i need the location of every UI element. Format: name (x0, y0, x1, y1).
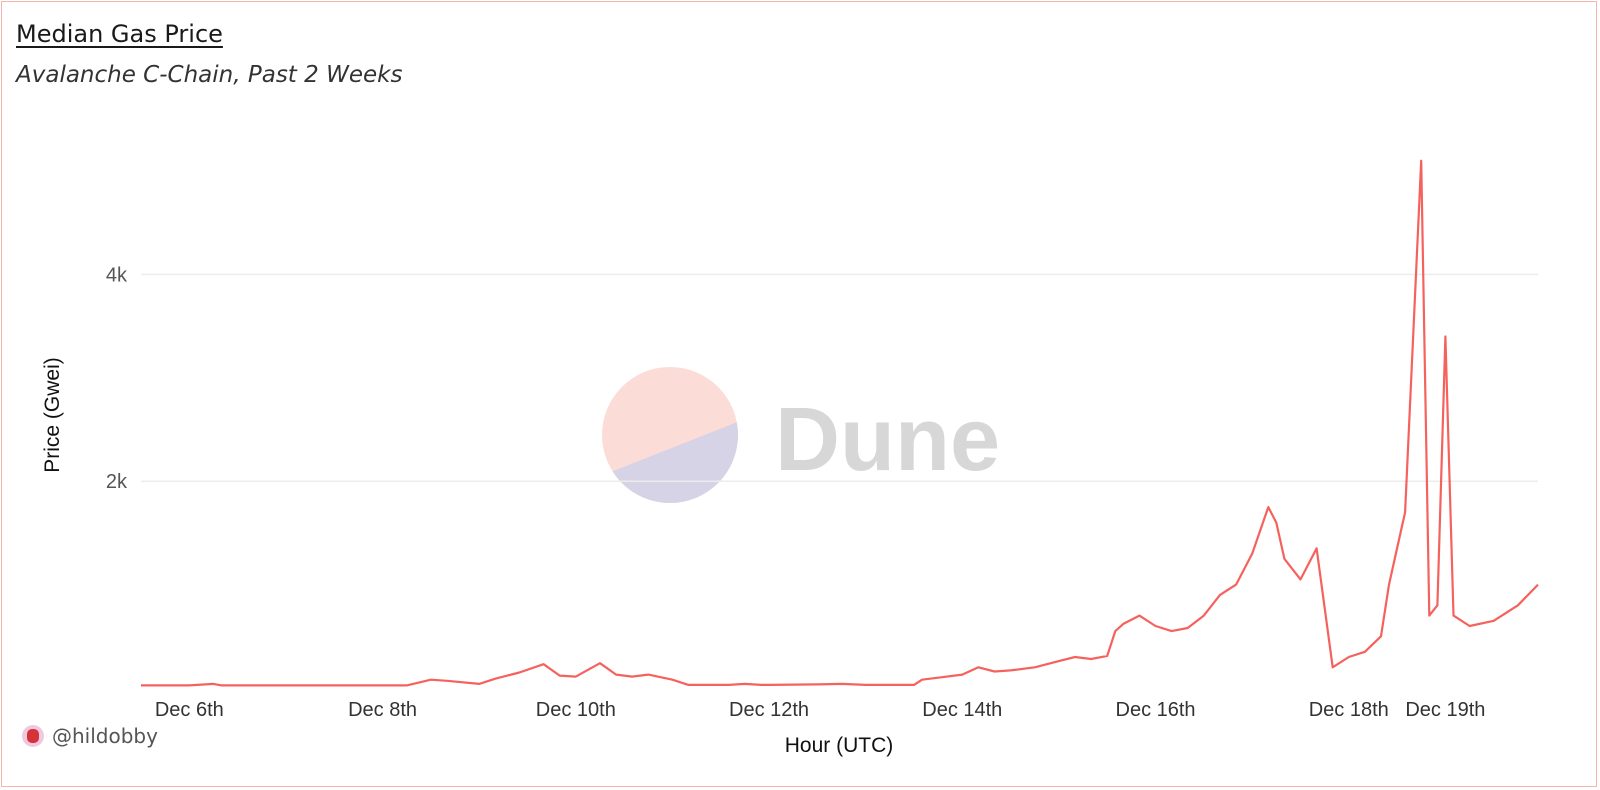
data-point[interactable] (645, 672, 651, 678)
author-credit[interactable]: @hildobby (22, 724, 158, 748)
data-point[interactable] (1008, 667, 1014, 673)
data-point[interactable] (1281, 556, 1287, 562)
data-point[interactable] (1032, 664, 1038, 670)
data-point[interactable] (1233, 582, 1239, 588)
data-point[interactable] (1378, 633, 1384, 639)
data-point[interactable] (1314, 545, 1320, 551)
x-axis-ticks: Dec 6th Dec 8th Dec 10th Dec 12th Dec 14th De… (155, 699, 1486, 721)
data-point[interactable] (726, 682, 732, 688)
y-tick-label: 2k (106, 471, 128, 493)
data-point[interactable] (1467, 623, 1473, 629)
data-point[interactable] (1535, 582, 1541, 588)
y-gridlines (141, 273, 1538, 482)
x-tick-label: Dec 6th (155, 699, 224, 721)
data-point[interactable] (919, 677, 925, 683)
author-handle: @hildobby (52, 724, 158, 748)
dune-watermark: Dune (602, 367, 1000, 504)
data-point[interactable] (669, 677, 675, 683)
data-point[interactable] (1104, 653, 1110, 659)
data-point[interactable] (911, 682, 917, 688)
data-point[interactable] (863, 682, 869, 688)
data-point[interactable] (613, 672, 619, 678)
x-tick-label: Dec 14th (922, 699, 1002, 721)
data-point[interactable] (1515, 602, 1521, 608)
data-point[interactable] (1120, 621, 1126, 627)
x-tick-label: Dec 12th (729, 699, 809, 721)
data-point[interactable] (541, 661, 547, 667)
data-point[interactable] (404, 682, 410, 688)
data-point[interactable] (283, 682, 289, 688)
data-point[interactable] (1056, 658, 1062, 664)
x-tick-label: Dec 19th (1405, 699, 1485, 721)
y-axis-label: Price (Gwei) (41, 357, 64, 473)
data-point[interactable] (1088, 656, 1094, 662)
data-point[interactable] (686, 682, 692, 688)
avatar (22, 725, 44, 747)
data-point[interactable] (1072, 654, 1078, 660)
data-point[interactable] (597, 660, 603, 666)
x-tick-label: Dec 10th (536, 699, 616, 721)
data-point[interactable] (839, 681, 845, 687)
data-point[interactable] (1201, 613, 1207, 619)
data-point[interactable] (629, 674, 635, 680)
data-point[interactable] (428, 677, 434, 683)
data-point[interactable] (766, 682, 772, 688)
data-point[interactable] (1217, 592, 1223, 598)
data-point[interactable] (959, 672, 965, 678)
data-point[interactable] (758, 682, 764, 688)
data-point[interactable] (935, 675, 941, 681)
chart-title[interactable]: Median Gas Price (16, 20, 223, 48)
data-point[interactable] (887, 682, 893, 688)
data-point[interactable] (186, 682, 192, 688)
y-tick-label: 4k (106, 264, 128, 286)
x-axis-label: Hour (UTC) (785, 734, 894, 757)
x-tick-label: Dec 16th (1116, 699, 1196, 721)
data-point[interactable] (1265, 504, 1271, 510)
data-point[interactable] (1442, 333, 1448, 339)
data-point[interactable] (138, 682, 144, 688)
data-point[interactable] (476, 681, 482, 687)
data-point[interactable] (516, 669, 522, 675)
data-point[interactable] (219, 682, 225, 688)
data-point[interactable] (1169, 628, 1175, 634)
data-point[interactable] (1450, 613, 1456, 619)
data-point[interactable] (1346, 654, 1352, 660)
data-point[interactable] (1112, 628, 1118, 634)
data-point[interactable] (1249, 551, 1255, 557)
data-point[interactable] (1153, 623, 1159, 629)
data-point[interactable] (1297, 576, 1303, 582)
data-point[interactable] (814, 681, 820, 687)
data-point[interactable] (1434, 602, 1440, 608)
series-line (141, 159, 1539, 687)
dune-logo-lower-half (612, 422, 738, 504)
chart-subtitle: Avalanche C-Chain, Past 2 Weeks (16, 62, 403, 88)
data-point[interactable] (975, 664, 981, 670)
data-point[interactable] (1273, 520, 1279, 526)
y-axis-ticks: 2k 4k (106, 264, 128, 493)
x-tick-label: Dec 8th (348, 699, 417, 721)
data-point[interactable] (557, 673, 563, 679)
data-point[interactable] (1136, 613, 1142, 619)
data-point[interactable] (444, 678, 450, 684)
data-point[interactable] (1386, 582, 1392, 588)
data-point[interactable] (492, 676, 498, 682)
data-point[interactable] (1402, 509, 1408, 515)
data-point[interactable] (1185, 625, 1191, 631)
data-point[interactable] (1491, 618, 1497, 624)
x-tick-label: Dec 18th (1309, 699, 1389, 721)
data-point[interactable] (1362, 649, 1368, 655)
data-point[interactable] (1418, 158, 1424, 164)
dune-watermark-text: Dune (775, 390, 1000, 490)
data-point[interactable] (1426, 613, 1432, 619)
data-point[interactable] (380, 682, 386, 688)
data-point[interactable] (742, 681, 748, 687)
data-point[interactable] (991, 668, 997, 674)
data-point[interactable] (210, 681, 216, 687)
data-point[interactable] (1330, 664, 1336, 670)
data-point[interactable] (573, 674, 579, 680)
